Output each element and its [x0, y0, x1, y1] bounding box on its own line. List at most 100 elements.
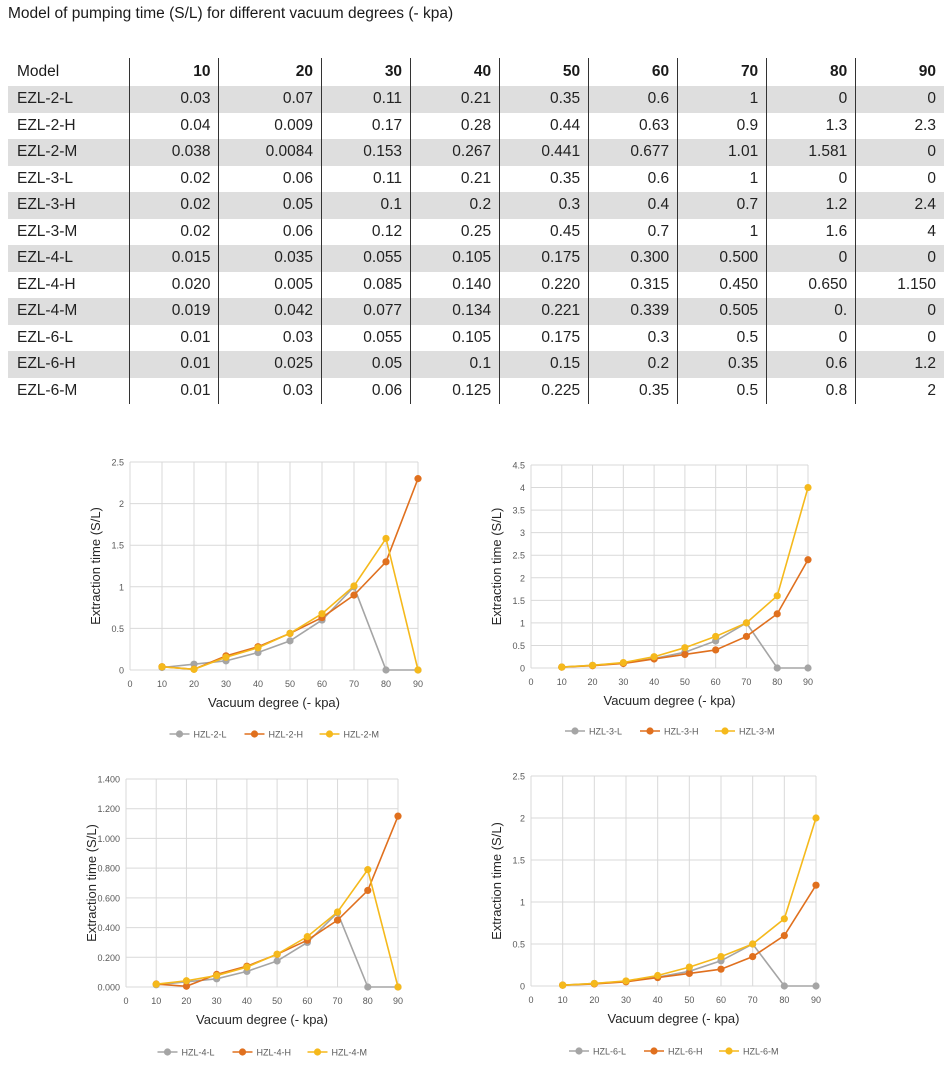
table-row: EZL-4-H 0.020 0.005 0.085 0.140 0.220 0.315 0.4… [8, 271, 944, 298]
x-tick-label: 90 [811, 995, 821, 1005]
value-cell: 0.500 [677, 245, 767, 272]
x-tick-label: 80 [772, 677, 782, 687]
value-cell: 0.02 [129, 218, 219, 245]
chart-svg: 0 0.5 1 1.5 2 2.5 3 3.5 4 4.5 0 10 20 30 40 50 60 70 80 90 V… [489, 461, 813, 737]
legend-marker [650, 1047, 658, 1055]
value-cell: 0.315 [588, 271, 678, 298]
value-cell: 0.055 [321, 324, 411, 351]
value-cell: 0.06 [321, 377, 411, 404]
data-point [333, 916, 342, 924]
value-cell: 0.1 [410, 351, 500, 378]
y-tick-label: 2 [520, 814, 525, 824]
y-tick-label: 1 [520, 618, 525, 628]
data-point [812, 881, 820, 889]
value-cell: 0.441 [499, 139, 589, 166]
value-cell: 0.17 [321, 112, 411, 139]
value-cell: 0 [766, 86, 856, 113]
table-row: EZL-3-H 0.02 0.05 0.1 0.2 0.3 0.4 0.7 1.2 2.4 [8, 192, 944, 219]
value-cell: 0.03 [129, 86, 219, 113]
value-cell: 0.300 [588, 245, 678, 272]
value-cell: 0.038 [129, 139, 219, 166]
data-point [558, 663, 566, 671]
data-point [286, 629, 294, 637]
x-tick-label: 0 [127, 679, 132, 689]
pumping-time-table: Model 10 20 30 40 50 60 70 80 90 EZL-2-L 0.03 0.07 0… [8, 58, 944, 404]
value-cell: 0.9 [677, 112, 767, 139]
value-cell: 0.450 [677, 271, 767, 298]
table-row: EZL-6-H 0.01 0.025 0.05 0.1 0.15 0.2 0.35 0.6 1.2 [8, 351, 944, 378]
column-header-kpa: 10 [129, 58, 219, 86]
value-cell: 0.005 [218, 271, 322, 298]
data-point [190, 665, 198, 673]
data-point [717, 965, 725, 973]
value-cell: 0.677 [588, 139, 678, 166]
y-tick-label: 0.600 [97, 893, 120, 903]
x-tick-label: 30 [221, 679, 231, 689]
chart-svg: 0 0.5 1 1.5 2 2.5 0 10 20 30 40 50 60 70 80 90 Vacuum de… [489, 772, 821, 1057]
value-cell: 0.025 [218, 351, 322, 378]
data-point [773, 592, 781, 600]
data-point [780, 982, 788, 990]
x-tick-label: 60 [302, 996, 312, 1006]
data-point [749, 940, 757, 948]
y-axis-title: Extraction time (S/L) [84, 824, 99, 942]
legend-marker [725, 1047, 733, 1055]
legend-label: HZL-4-L [182, 1048, 215, 1058]
y-tick-label: 1 [520, 898, 525, 908]
data-point [804, 664, 812, 672]
legend-label: HZL-3-M [739, 727, 775, 737]
value-cell: 0.042 [218, 298, 322, 325]
value-cell: 0.153 [321, 139, 411, 166]
value-cell: 0.21 [410, 165, 500, 192]
value-cell: 0 [766, 245, 856, 272]
legend-label: HZL-3-H [664, 727, 699, 737]
data-point [742, 619, 751, 627]
y-tick-label: 0 [119, 666, 124, 676]
legend-label: HZL-4-M [332, 1048, 368, 1058]
data-point [382, 534, 390, 543]
table-body: EZL-2-L 0.03 0.07 0.11 0.21 0.35 0.6 1 0 0 EZL-2-H… [8, 86, 944, 404]
y-tick-label: 3.5 [512, 506, 525, 516]
x-tick-label: 20 [181, 996, 191, 1006]
value-cell: 0.220 [499, 271, 589, 298]
x-tick-label: 90 [413, 679, 423, 689]
data-point [650, 653, 658, 661]
value-cell: 0.134 [410, 298, 500, 325]
x-axis-title: Vacuum degree (- kpa) [604, 693, 736, 708]
value-cell: 0.6 [588, 86, 678, 113]
x-tick-label: 50 [272, 996, 282, 1006]
value-cell: 1.2 [855, 351, 944, 378]
value-cell: 0.225 [499, 377, 589, 404]
data-point [382, 666, 390, 674]
legend-marker [575, 1047, 583, 1055]
data-point [394, 983, 402, 991]
x-tick-label: 50 [680, 677, 690, 687]
value-cell: 0.7 [588, 218, 678, 245]
legend-label: HZL-3-L [589, 727, 622, 737]
y-tick-label: 0.800 [97, 864, 120, 874]
data-point [804, 556, 812, 564]
value-cell: 0.35 [499, 86, 589, 113]
value-cell: 0.0084 [218, 139, 322, 166]
data-point [213, 971, 221, 980]
x-tick-label: 70 [349, 679, 359, 689]
data-point [222, 653, 230, 661]
value-cell: 0.03 [218, 324, 322, 351]
y-tick-label: 0.5 [111, 624, 124, 634]
y-tick-label: 2.5 [512, 551, 525, 561]
value-cell: 0.105 [410, 245, 500, 272]
chart-hzl-4: 0.000 0.200 0.400 0.600 0.800 1.000 1.200 1.400… [66, 767, 446, 1062]
data-point [243, 963, 251, 971]
y-tick-label: 0.000 [97, 983, 120, 993]
data-point [685, 969, 693, 977]
value-cell: 0.7 [677, 192, 767, 219]
value-cell: 0.06 [218, 165, 322, 192]
table-row: EZL-3-L 0.02 0.06 0.11 0.21 0.35 0.6 1 0 0 [8, 165, 944, 192]
x-tick-label: 70 [333, 996, 343, 1006]
value-cell: 0.2 [588, 351, 678, 378]
x-tick-label: 30 [618, 677, 628, 687]
y-tick-label: 0.5 [512, 641, 525, 651]
value-cell: 0.009 [218, 112, 322, 139]
value-cell: 1 [677, 165, 767, 192]
table-row: EZL-3-M 0.02 0.06 0.12 0.25 0.45 0.7 1 1.6 4 [8, 218, 944, 245]
